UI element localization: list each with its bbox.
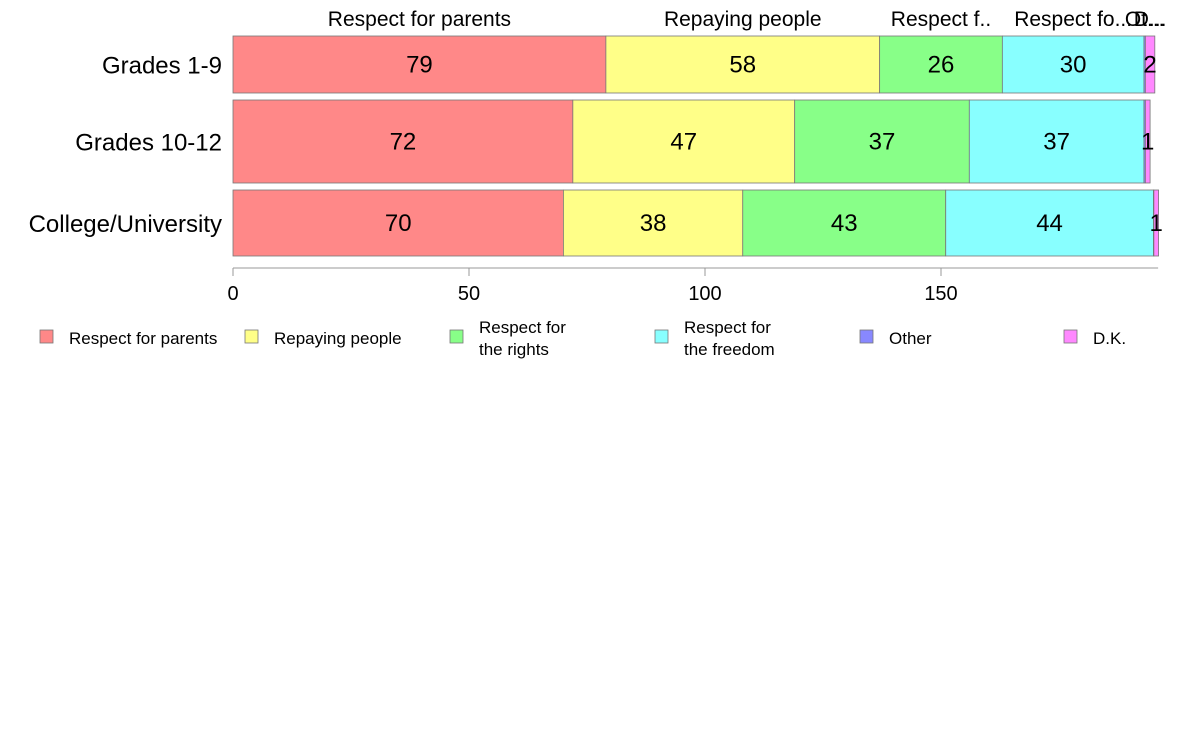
category-labels: Grades 1-9 Grades 10-12 College/University (29, 53, 222, 239)
legend-label-d-k: D.K. (1093, 329, 1126, 348)
data-label-grades-1-9-repaying-people: 58 (729, 52, 756, 79)
x-tick-label-100: 100 (688, 283, 721, 305)
bar-college-university-repaying-people (563, 189, 744, 257)
bar-grades-1-9-respect-for-the-freedom (1001, 35, 1145, 94)
data-label-grades-10-12-repaying-people: 47 (670, 129, 697, 156)
legend-swatch-respect-for-the-freedom (654, 329, 669, 344)
legend-swatch-other (859, 329, 874, 344)
data-label-grades-10-12-respect-for-the-freedom: 37 (1043, 129, 1070, 156)
legend-label-repaying-people: Repaying people (274, 329, 402, 348)
bar-grades-10-12-respect-for-the-rights (794, 99, 970, 184)
bar-grades-10-12-d-k (1144, 99, 1151, 184)
segment-header-labels: Respect for parents Repaying people Respec… (328, 8, 1167, 31)
bar-college-university-d-k (1153, 189, 1159, 257)
category-label-grades-1-9: Grades 1-9 (102, 53, 222, 80)
data-label-college-university-respect-for-the-freedom: 44 (1036, 210, 1063, 237)
data-label-grades-10-12-d-k: 1 (1141, 129, 1154, 156)
data-label-grades-1-9-respect-for-the-freedom: 30 (1060, 52, 1087, 79)
x-tick-label-50: 50 (458, 283, 480, 305)
data-label-grades-1-9-respect-for-the-rights: 26 (928, 52, 955, 79)
header-label-respect-for-the-freedom: Respect fo... (1014, 8, 1132, 31)
legend-label-respect-for-the-rights: Respect for the rights (479, 318, 566, 359)
legend-swatch-respect-for-parents (39, 329, 54, 344)
x-tick-label-150: 150 (924, 283, 957, 305)
header-label-d-k: D... (1134, 8, 1167, 31)
header-label-respect-for-parents: Respect for parents (328, 8, 511, 31)
header-label-respect-for-the-rights: Respect f.. (891, 8, 991, 31)
data-label-grades-10-12-respect-for-parents: 72 (390, 129, 417, 156)
category-label-grades-10-12: Grades 10-12 (75, 130, 222, 157)
bars: 79 58 26 30 2 72 47 37 37 1 70 38 43 44 1 (232, 35, 1163, 257)
bar-grades-1-9-repaying-people (605, 35, 881, 94)
header-label-other: Ot... (1125, 8, 1165, 31)
x-axis: 0 50 100 150 (227, 267, 1159, 305)
legend-label-respect-for-parents: Respect for parents (69, 329, 217, 348)
bar-college-university-respect-for-the-freedom (945, 189, 1154, 257)
category-label-college-university: College/University (29, 211, 222, 238)
data-label-college-university-respect-for-parents: 70 (385, 210, 412, 237)
header-label-repaying-people: Repaying people (664, 8, 822, 31)
legend: Respect for parents Repaying people Respec… (39, 318, 1126, 359)
data-label-grades-1-9-respect-for-parents: 79 (406, 52, 433, 79)
legend-swatch-d-k (1063, 329, 1078, 344)
x-tick-label-0: 0 (227, 283, 238, 305)
bar-college-university-respect-for-the-rights (742, 189, 947, 257)
data-label-college-university-d-k: 1 (1150, 210, 1163, 237)
legend-swatch-repaying-people (244, 329, 259, 344)
data-label-college-university-respect-for-the-rights: 43 (831, 210, 858, 237)
bar-college-university-respect-for-parents (232, 189, 564, 257)
legend-label-respect-for-the-freedom: Respect for the freedom (684, 318, 775, 359)
data-label-grades-1-9-d-k: 2 (1143, 52, 1156, 79)
data-label-college-university-repaying-people: 38 (640, 210, 667, 237)
data-label-grades-10-12-respect-for-the-rights: 37 (869, 129, 896, 156)
bar-grades-10-12-repaying-people (572, 99, 796, 184)
bar-grades-10-12-respect-for-parents (232, 99, 574, 184)
legend-swatch-respect-for-the-rights (449, 329, 464, 344)
bar-grades-1-9-d-k (1144, 35, 1156, 94)
legend-label-other: Other (889, 329, 932, 348)
